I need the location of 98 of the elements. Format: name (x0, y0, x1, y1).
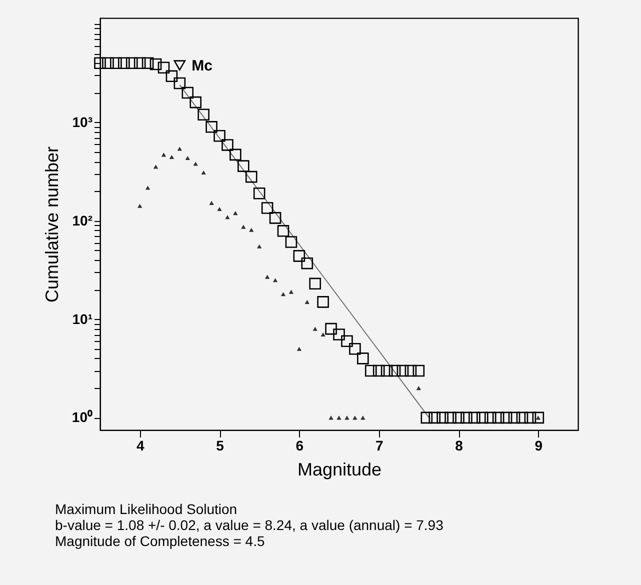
point (357, 352, 369, 364)
point (416, 386, 422, 390)
point (190, 96, 202, 108)
point (452, 412, 464, 424)
point (309, 278, 321, 290)
point (249, 228, 254, 232)
point (230, 148, 242, 161)
point (134, 57, 146, 70)
point (153, 164, 158, 169)
point (341, 335, 353, 347)
point (272, 278, 278, 282)
point (126, 57, 138, 70)
point (201, 170, 206, 175)
point (460, 412, 472, 424)
point (296, 346, 302, 351)
point (198, 108, 210, 121)
point (524, 412, 536, 424)
x-tick-label: 9 (534, 438, 543, 454)
point (325, 322, 337, 335)
point (182, 86, 194, 99)
point (404, 364, 417, 377)
point (349, 343, 361, 355)
text: Magnitude of Completeness = 4.5 (55, 533, 265, 549)
point (214, 130, 226, 142)
point (185, 156, 190, 160)
point (241, 224, 246, 229)
point (269, 212, 282, 224)
point (304, 300, 310, 304)
point (142, 57, 154, 70)
point (468, 412, 480, 424)
point (285, 236, 298, 248)
point (174, 60, 186, 71)
point (150, 58, 162, 70)
point (217, 206, 222, 211)
point (233, 211, 238, 216)
y-tick-label: 10¹ (72, 310, 93, 327)
point (412, 364, 425, 377)
series-label: Mc (192, 57, 213, 74)
x-axis-title: Magnitude (297, 460, 382, 480)
point (193, 162, 198, 166)
point (277, 225, 290, 237)
point (444, 412, 456, 424)
point (118, 57, 130, 70)
point (110, 57, 122, 70)
x-tick-label: 6 (296, 438, 304, 454)
point (209, 200, 214, 205)
point (436, 412, 448, 424)
point (532, 412, 544, 424)
point (166, 70, 178, 82)
point (320, 332, 326, 337)
y-tick-label: 10³ (72, 114, 93, 130)
point (428, 412, 440, 424)
point (301, 257, 314, 270)
point (380, 364, 393, 377)
point (222, 139, 234, 151)
point (253, 188, 266, 200)
point (225, 215, 230, 220)
point (396, 364, 409, 377)
text: b-value = 1.08 +/- 0.02, a value = 8.24, a value (annual) = 7.93 (55, 517, 444, 533)
point (288, 290, 294, 294)
y-tick-label: 10⁰ (72, 409, 92, 426)
point (264, 274, 270, 279)
point (484, 412, 496, 424)
point (312, 326, 318, 331)
point (388, 364, 401, 377)
point (158, 62, 170, 74)
point (476, 412, 488, 424)
y-tick-label: 10² (72, 212, 93, 228)
point (145, 186, 150, 190)
point (500, 412, 512, 424)
point (261, 202, 274, 214)
point (137, 204, 142, 208)
point (245, 170, 258, 183)
x-tick-label: 8 (455, 438, 464, 454)
point (102, 57, 114, 70)
point (161, 152, 166, 157)
x-tick-label: 5 (216, 438, 224, 454)
point (508, 412, 520, 424)
point (420, 412, 433, 424)
y-axis-title: Cumulative number (42, 146, 62, 303)
point (206, 121, 218, 133)
point (516, 412, 528, 424)
point (280, 292, 286, 296)
point (317, 296, 329, 308)
x-tick-label: 7 (375, 438, 384, 454)
point (372, 364, 385, 377)
point (238, 160, 250, 172)
point (174, 77, 186, 90)
point (256, 244, 262, 248)
point (94, 57, 106, 70)
x-tick-label: 4 (136, 438, 144, 454)
point (492, 412, 504, 424)
point (364, 364, 377, 377)
point (293, 250, 306, 262)
point (177, 146, 182, 151)
text: Maximum Likelihood Solution (55, 501, 238, 517)
point (169, 154, 174, 160)
point (333, 328, 345, 340)
